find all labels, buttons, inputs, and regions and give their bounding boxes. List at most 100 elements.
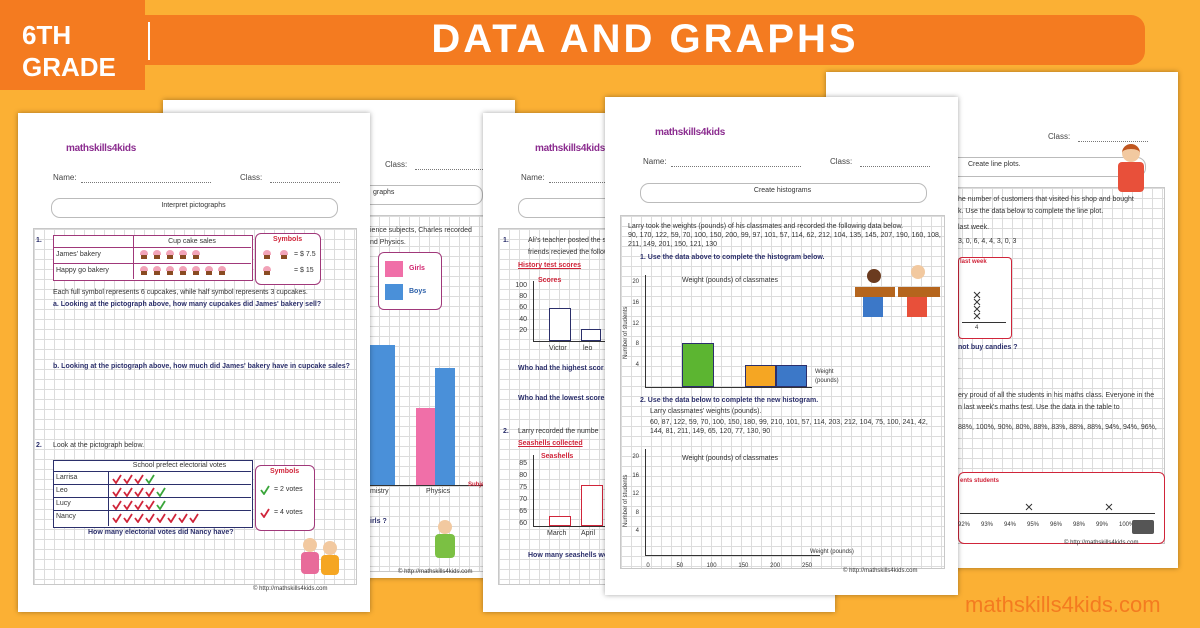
cross-icon <box>973 298 981 306</box>
kid-body <box>907 297 927 317</box>
name-line <box>671 166 801 167</box>
copyright: © http://mathskills4kids.com <box>398 569 473 575</box>
check-stroke <box>145 487 155 497</box>
check-stroke <box>189 513 199 523</box>
table-rule <box>53 263 251 264</box>
check-stroke <box>260 485 270 495</box>
table-rule <box>53 510 251 511</box>
chart-title: Weight (pounds) of classmates <box>682 277 778 284</box>
intro: friends recieved the follow <box>528 249 609 256</box>
worksheet: Name: Class: mathskills4kids Create histogr… <box>605 97 958 595</box>
x-axis <box>533 341 623 342</box>
data-list: 88%, 100%, 90%, 80%, 88%, 83%, 88%, 88%,… <box>958 424 1157 431</box>
kid-body <box>1118 162 1144 192</box>
intro: Larry classmates' weights (pounds). <box>650 408 762 415</box>
question: Who had the highest scor <box>518 365 604 372</box>
check-stroke <box>167 513 177 523</box>
question: irls ? <box>370 518 387 525</box>
cupcake-base <box>193 271 199 275</box>
bar <box>745 365 776 387</box>
divider <box>148 22 150 60</box>
y-tick-label: 16 <box>632 472 639 479</box>
plot-axis <box>960 513 1155 514</box>
class-line <box>1078 141 1148 142</box>
cupcake-top <box>166 250 174 255</box>
check-icon <box>123 474 133 484</box>
kid-head <box>911 265 925 279</box>
cupcake-top <box>280 250 288 255</box>
check-icon <box>156 513 166 523</box>
name-label: Name: <box>521 173 545 182</box>
page-title: DATA AND GRAPHS <box>431 17 859 61</box>
check-stroke <box>156 487 166 497</box>
bar <box>682 343 714 387</box>
kid-head <box>438 520 452 534</box>
check-icon <box>112 474 122 484</box>
logo: mathskills4kids <box>655 127 725 138</box>
kid-head <box>867 269 881 283</box>
check-stroke <box>123 487 133 497</box>
check-stroke <box>112 513 122 523</box>
cupcake-base <box>281 255 287 259</box>
cross-icon <box>1105 503 1113 511</box>
cupcake-base <box>180 271 186 275</box>
plot-title: ents students <box>960 478 1000 484</box>
check-icon <box>145 500 155 510</box>
grid-area <box>620 215 945 569</box>
axis-title: Weight (pounds) <box>810 549 854 555</box>
y-tick-label: 20 <box>519 327 527 334</box>
data-list: 90, 170, 122, 59, 70, 100, 150, 200, 99,… <box>628 232 941 248</box>
class-label: Class: <box>830 157 853 166</box>
row-label: Happy go bakery <box>56 267 109 274</box>
y-tick-label: 8 <box>635 341 639 348</box>
plot-box <box>958 472 1165 544</box>
data-title: last week. <box>958 224 990 231</box>
check-icon <box>178 513 188 523</box>
x-axis <box>533 526 623 527</box>
bar <box>416 408 435 485</box>
table-rule <box>53 497 251 498</box>
y-tick-label: 4 <box>635 528 639 534</box>
grade-number: 6TH <box>22 20 72 50</box>
check-stroke <box>123 474 133 484</box>
y-tick-label: 80 <box>519 472 527 479</box>
check-stroke <box>112 487 122 497</box>
check-icon <box>134 487 144 497</box>
kid-body <box>301 552 319 574</box>
check-icon <box>134 474 144 484</box>
note: Each full symbol represents 6 cupcakes, … <box>53 289 308 296</box>
cupcake-top <box>205 266 213 271</box>
row-label: Larrisa <box>56 474 78 481</box>
cupcake-top <box>153 250 161 255</box>
question: How many electorial votes did Nancy have… <box>88 529 234 536</box>
cross-stroke <box>973 312 981 320</box>
check-stroke <box>134 474 144 484</box>
bar <box>549 308 571 341</box>
check-icon <box>145 474 155 484</box>
kid-body <box>435 534 455 558</box>
copyright: © http://mathskills4kids.com <box>1064 540 1139 546</box>
row-label: James' bakery <box>56 251 101 258</box>
question: b. Looking at the pictograph above, how … <box>53 363 350 370</box>
intro: Ali's teacher posted the sc <box>528 237 610 244</box>
copyright: © http://mathskills4kids.com <box>843 568 918 574</box>
bar <box>581 329 601 341</box>
cross-stroke <box>973 298 981 306</box>
table-rule <box>53 247 251 248</box>
question: How many seashells we <box>528 552 608 559</box>
axis-title: Scores <box>538 277 562 284</box>
cupcake-top <box>263 250 271 255</box>
table-rule <box>133 235 134 279</box>
name-label: Name: <box>53 173 77 182</box>
x-axis <box>645 555 820 556</box>
check-icon <box>156 487 166 497</box>
intro: Larry took the weights (pounds) of his c… <box>628 223 904 230</box>
cupcake-base <box>154 271 160 275</box>
check-stroke <box>145 500 155 510</box>
check-icon <box>112 487 122 497</box>
question: Who had the lowest score <box>518 395 605 402</box>
y-tick-label: 100 <box>515 282 527 289</box>
intro: Look at the pictograph below. <box>53 442 145 449</box>
worksheet: Name: Class: mathskills4kids Interpret pict… <box>18 113 370 612</box>
